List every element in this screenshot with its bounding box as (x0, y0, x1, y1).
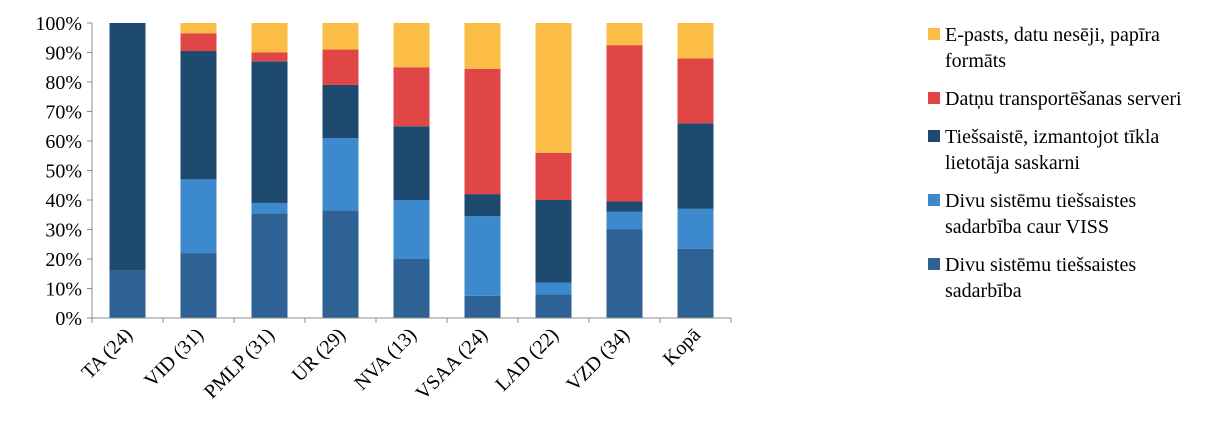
bar-segment (393, 259, 430, 318)
legend-label: Divu sistēmu tiešsaistes sadarbība caur … (945, 190, 1137, 238)
bar-segment (180, 179, 217, 254)
bar-segment (606, 211, 643, 230)
y-tick-label: 30% (45, 220, 82, 242)
axis-ticks (87, 22, 732, 323)
x-tick-label: Kopā (659, 324, 705, 370)
bar-segment (606, 201, 643, 212)
legend-swatch (928, 258, 940, 270)
x-tick-label: LAD (22) (491, 324, 563, 396)
bar-segment (251, 213, 288, 318)
stacked-bar-chart: 0% 10% 20% 30% 40% 50% 60% 70% 80% 90% 100% TA (24… (35, 13, 732, 404)
bar-segment (322, 23, 359, 50)
bar-segment (393, 67, 430, 127)
legend-label: Tiešsaistē, izmantojot tīkla lietotāja s… (945, 126, 1160, 174)
y-tick-label: 70% (45, 102, 82, 124)
y-tick-label: 20% (45, 249, 82, 271)
bar-segment (322, 210, 359, 318)
bar-segment (535, 152, 572, 200)
legend-item: Tiešsaistē, izmantojot tīkla lietotāja s… (928, 124, 1218, 176)
bar-segment (180, 51, 217, 180)
bar-segment (322, 138, 359, 211)
bar-segment (677, 208, 714, 249)
legend-swatch (928, 92, 940, 104)
legend-item: Divu sistēmu tiešsaistes sadarbība caur … (928, 188, 1218, 240)
legend-label: E-pasts, datu nesēji, papīra formāts (945, 24, 1160, 72)
bar-segment (393, 23, 430, 68)
x-tick-label: NVA (13) (350, 324, 421, 395)
bar-segment (180, 253, 217, 318)
bar-segment (180, 23, 217, 34)
x-tick-label: TA (24) (77, 324, 137, 384)
x-tick-label: UR (29) (288, 324, 350, 386)
x-tick-label: VSAA (24) (412, 324, 492, 404)
legend-item: E-pasts, datu nesēji, papīra formāts (928, 22, 1218, 74)
bar-segment (393, 126, 430, 200)
bar-segment (464, 216, 501, 296)
x-tick-label: VID (31) (140, 324, 208, 392)
bar-segment (535, 282, 572, 295)
y-tick-label: 40% (45, 190, 82, 212)
bar-segment (464, 23, 501, 69)
bar-segment (251, 23, 288, 53)
bar-segment (322, 84, 359, 139)
legend-swatch (928, 194, 940, 206)
y-tick-label: 10% (45, 279, 82, 301)
bar-segment (535, 294, 572, 318)
bar-segment (109, 23, 146, 271)
legend-item: Datņu transportēšanas serveri (928, 86, 1218, 112)
bar-segment (393, 200, 430, 259)
bar-segment (251, 52, 288, 62)
bar-segment (677, 58, 714, 124)
bar-segment (606, 45, 643, 202)
bar-segment (535, 23, 572, 153)
y-tick-label: 60% (45, 131, 82, 153)
bar-segment (251, 202, 288, 214)
x-axis-labels: TA (24) VID (31)PMLP (31) UR (29) NVA (13)V… (77, 324, 705, 404)
y-tick-label: 90% (45, 43, 82, 65)
bar-segment (109, 270, 146, 318)
bar-segment (464, 194, 501, 217)
bar-segment (464, 295, 501, 318)
y-tick-label: 50% (45, 161, 82, 183)
legend-label: Datņu transportēšanas serveri (945, 88, 1182, 110)
legend: E-pasts, datu nesēji, papīra formāts Datņ… (928, 22, 1218, 316)
legend-swatch (928, 130, 940, 142)
x-tick-label: PMLP (31) (200, 324, 279, 403)
bar-segment (677, 23, 714, 59)
bar-segment (677, 248, 714, 318)
bar-segment (464, 68, 501, 195)
legend-swatch (928, 28, 940, 40)
bar-segment (606, 23, 643, 46)
bar-segment (251, 61, 288, 203)
bar-segment (535, 200, 572, 283)
legend-item: Divu sistēmu tiešsaistes sadarbība (928, 252, 1218, 304)
bar-segment (322, 49, 359, 85)
bar-segment (180, 33, 217, 52)
x-tick-label: VZD (34) (562, 324, 634, 396)
y-tick-label: 80% (45, 72, 82, 94)
y-axis-labels: 0% 10% 20% 30% 40% 50% 60% 70% 80% 90% 100% (35, 13, 82, 330)
legend-label: Divu sistēmu tiešsaistes sadarbība (945, 254, 1137, 302)
y-tick-label: 0% (55, 308, 82, 330)
bars (109, 23, 714, 318)
bar-segment (677, 123, 714, 209)
bar-segment (606, 229, 643, 318)
y-tick-label: 100% (35, 13, 82, 35)
